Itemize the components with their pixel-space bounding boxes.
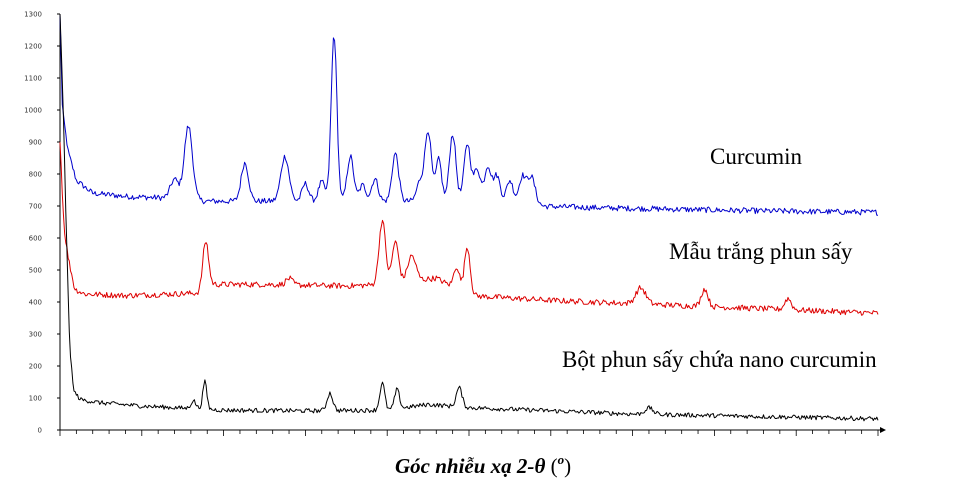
y-tick-label: 900 <box>29 139 42 147</box>
y-tick-label: 700 <box>29 203 42 211</box>
series-label-blank-spray-dried: Mẫu trắng phun sấy <box>669 239 853 264</box>
x-axis-label-main: Góc nhiễu xạ 2- <box>395 454 534 478</box>
y-tick-label: 800 <box>29 171 42 179</box>
y-tick-label: 400 <box>29 299 42 307</box>
series-line-0 <box>59 13 879 216</box>
series-line-1 <box>59 142 879 316</box>
y-tick-label: 600 <box>29 235 42 243</box>
y-tick-label: 200 <box>29 363 42 371</box>
series-label-nano-curcumin-powder: Bột phun sấy chứa nano curcumin <box>562 347 877 372</box>
series-group <box>59 13 879 422</box>
y-tick-label: 0 <box>38 427 42 435</box>
axes: 0 100 200 300 400 500 600 700 800 900 1000 1100 1200… <box>24 11 886 436</box>
x-axis-label-theta: θ <box>534 454 545 478</box>
y-tick-label: 1200 <box>24 43 42 51</box>
series-line-2 <box>59 13 879 422</box>
series-label-curcumin: Curcumin <box>710 144 802 169</box>
x-axis-label-close: ) <box>564 454 571 478</box>
y-tick-label: 1300 <box>24 11 42 19</box>
y-tick-label: 1000 <box>24 107 42 115</box>
y-tick-label: 1100 <box>24 75 42 83</box>
x-axis-label-degree: o <box>558 452 565 467</box>
x-axis-arrow <box>880 427 886 433</box>
x-axis-label: Góc nhiễu xạ 2-θ (o) <box>395 452 571 478</box>
y-tick-label: 300 <box>29 331 42 339</box>
y-tick-label: 500 <box>29 267 42 275</box>
y-tick-label: 100 <box>29 395 42 403</box>
x-axis-label-open: ( <box>545 454 557 478</box>
